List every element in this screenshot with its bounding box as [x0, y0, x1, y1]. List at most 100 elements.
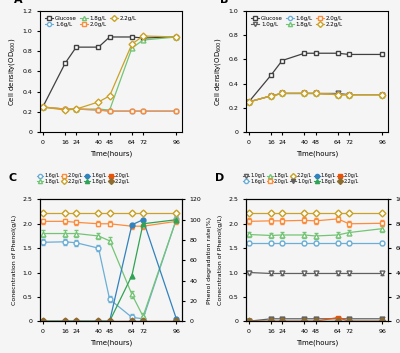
1.8g/L [336, 92, 340, 97]
Y-axis label: Cell density(OD$_{600}$): Cell density(OD$_{600}$) [7, 37, 17, 106]
Glucose [74, 45, 79, 49]
1.8g/L [380, 92, 385, 97]
Line: 2.2g/L: 2.2g/L [246, 91, 385, 104]
Glucose [269, 73, 274, 77]
1.8g/L [107, 108, 112, 112]
1.6g/L [246, 100, 251, 104]
Line: Glucose: Glucose [40, 35, 179, 109]
Line: 2.0g/L: 2.0g/L [246, 91, 385, 104]
2.2g/L [302, 91, 307, 96]
1.8g/L [246, 100, 251, 104]
1.0g/L [336, 91, 340, 96]
Line: 1.0g/L: 1.0g/L [246, 91, 385, 104]
Line: 2.2g/L: 2.2g/L [40, 34, 179, 113]
1.8g/L [280, 91, 284, 96]
1.6g/L [96, 108, 101, 112]
Glucose [313, 51, 318, 55]
Y-axis label: Conecntration of Phenol(g/L): Conecntration of Phenol(g/L) [12, 215, 17, 305]
1.6g/L [302, 91, 307, 96]
Text: C: C [9, 173, 17, 183]
Text: A: A [14, 0, 23, 5]
Glucose [130, 35, 134, 39]
2.2g/L [347, 92, 352, 97]
2.0g/L [40, 105, 45, 109]
X-axis label: Time(hours): Time(hours) [90, 340, 132, 346]
1.8g/L [40, 105, 45, 109]
1.8g/L [96, 107, 101, 111]
1.8g/L [141, 38, 146, 42]
2.2g/L [280, 91, 284, 96]
Text: B: B [220, 0, 229, 5]
Line: Glucose: Glucose [246, 51, 385, 104]
Legend: Glucose, 1.6g/L, 1.8g/L, 2.0g/L, 2.2g/L: Glucose, 1.6g/L, 1.8g/L, 2.0g/L, 2.2g/L [43, 13, 139, 29]
1.0g/L [380, 92, 385, 97]
X-axis label: Time(hours): Time(hours) [90, 151, 132, 157]
1.0g/L [269, 94, 274, 98]
1.8g/L [269, 94, 274, 98]
2.2g/L [246, 100, 251, 104]
Y-axis label: Conecntration of Phenol(g/L): Conecntration of Phenol(g/L) [218, 215, 223, 305]
1.8g/L [63, 107, 68, 111]
1.8g/L [347, 92, 352, 97]
X-axis label: Time(hours): Time(hours) [296, 340, 338, 346]
2.0g/L [130, 109, 134, 113]
1.8g/L [174, 35, 179, 39]
2.2g/L [269, 94, 274, 98]
Legend: Glucose, 1.0g/L, 1.6g/L, 1.8g/L, 2.0g/L, 2.2g/L: Glucose, 1.0g/L, 1.6g/L, 1.8g/L, 2.0g/L,… [249, 13, 345, 29]
1.8g/L [74, 107, 79, 111]
1.6g/L [336, 92, 340, 97]
2.0g/L [313, 91, 318, 96]
Y-axis label: Cell density(OD$_{600}$): Cell density(OD$_{600}$) [213, 37, 223, 106]
Glucose [302, 51, 307, 55]
1.0g/L [302, 91, 307, 96]
1.0g/L [280, 91, 284, 96]
1.0g/L [313, 91, 318, 96]
1.0g/L [347, 92, 352, 97]
2.0g/L [174, 109, 179, 113]
2.2g/L [380, 92, 385, 97]
2.2g/L [141, 34, 146, 38]
1.6g/L [74, 107, 79, 111]
2.2g/L [174, 35, 179, 39]
Legend: 1.0g/L, 1.6g/L, 1.8g/L, 2.0g/L, 2.2g/L, 1.0g/L, 1.6g/L, 1.8g/L, 2.0g/L, 2.2g/L: 1.0g/L, 1.6g/L, 1.8g/L, 2.0g/L, 2.2g/L, … [241, 172, 361, 186]
2.0g/L [336, 92, 340, 97]
2.2g/L [336, 92, 340, 97]
Line: 1.8g/L: 1.8g/L [40, 35, 179, 113]
Glucose [107, 35, 112, 39]
1.6g/L [269, 94, 274, 98]
1.6g/L [380, 92, 385, 97]
Line: 1.6g/L: 1.6g/L [40, 104, 179, 114]
Y-axis label: Phenol degradation rate(%): Phenol degradation rate(%) [207, 217, 212, 304]
Line: 2.0g/L: 2.0g/L [40, 104, 179, 114]
1.6g/L [40, 105, 45, 109]
1.6g/L [107, 109, 112, 113]
1.0g/L [246, 100, 251, 104]
2.0g/L [280, 91, 284, 96]
2.0g/L [347, 92, 352, 97]
2.2g/L [96, 100, 101, 104]
Text: D: D [215, 173, 224, 183]
2.0g/L [63, 107, 68, 111]
1.8g/L [130, 46, 134, 50]
1.8g/L [302, 91, 307, 96]
2.2g/L [63, 108, 68, 112]
2.0g/L [302, 91, 307, 96]
1.6g/L [130, 109, 134, 113]
X-axis label: Time(hours): Time(hours) [296, 151, 338, 157]
2.2g/L [40, 105, 45, 109]
Glucose [246, 100, 251, 104]
1.6g/L [174, 109, 179, 113]
2.2g/L [107, 94, 112, 98]
2.2g/L [313, 91, 318, 96]
Glucose [40, 105, 45, 109]
1.6g/L [63, 107, 68, 111]
1.6g/L [141, 109, 146, 113]
Glucose [174, 35, 179, 39]
Legend: 1.6g/L, 1.8g/L, 2.0g/L, 2.2g/L, 1.6g/L, 1.8g/L, 2.0g/L, 2.2g/L: 1.6g/L, 1.8g/L, 2.0g/L, 2.2g/L, 1.6g/L, … [35, 172, 132, 186]
Glucose [280, 58, 284, 62]
2.0g/L [380, 92, 385, 97]
2.0g/L [246, 100, 251, 104]
Glucose [347, 52, 352, 56]
Glucose [380, 52, 385, 56]
Glucose [141, 36, 146, 40]
